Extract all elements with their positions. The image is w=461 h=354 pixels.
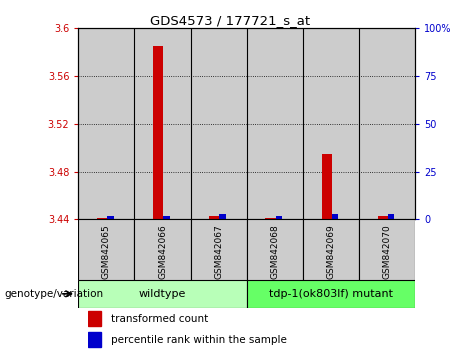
Bar bbox=[303, 28, 359, 219]
FancyBboxPatch shape bbox=[247, 219, 303, 280]
Bar bbox=[247, 28, 303, 219]
Bar bbox=[78, 28, 135, 219]
Bar bbox=[266, 218, 276, 219]
Bar bbox=[135, 28, 190, 219]
Bar bbox=[163, 216, 170, 219]
Bar bbox=[276, 216, 282, 219]
FancyBboxPatch shape bbox=[359, 219, 415, 280]
FancyBboxPatch shape bbox=[247, 280, 415, 308]
Bar bbox=[107, 216, 114, 219]
Text: GSM842066: GSM842066 bbox=[158, 224, 167, 279]
Text: percentile rank within the sample: percentile rank within the sample bbox=[111, 335, 286, 345]
Text: tdp-1(ok803lf) mutant: tdp-1(ok803lf) mutant bbox=[269, 289, 393, 299]
Bar bbox=[378, 216, 388, 219]
Text: GSM842067: GSM842067 bbox=[214, 224, 223, 279]
Text: GSM842069: GSM842069 bbox=[326, 224, 335, 279]
FancyBboxPatch shape bbox=[78, 280, 247, 308]
Text: transformed count: transformed count bbox=[111, 314, 208, 324]
Bar bbox=[388, 214, 395, 219]
FancyBboxPatch shape bbox=[78, 219, 135, 280]
Text: GSM842065: GSM842065 bbox=[102, 224, 111, 279]
Bar bbox=[209, 216, 219, 219]
Bar bbox=[321, 154, 331, 219]
Text: GSM842070: GSM842070 bbox=[382, 224, 391, 279]
Bar bbox=[190, 28, 247, 219]
Bar bbox=[153, 46, 163, 219]
Bar bbox=[359, 28, 415, 219]
FancyBboxPatch shape bbox=[303, 219, 359, 280]
Bar bbox=[331, 214, 338, 219]
Text: GSM842068: GSM842068 bbox=[270, 224, 279, 279]
Text: GDS4573 / 177721_s_at: GDS4573 / 177721_s_at bbox=[150, 14, 311, 27]
Text: genotype/variation: genotype/variation bbox=[5, 289, 104, 299]
Bar bbox=[219, 214, 226, 219]
FancyBboxPatch shape bbox=[190, 219, 247, 280]
Bar bbox=[97, 218, 107, 219]
Bar bbox=[88, 311, 101, 326]
Bar bbox=[88, 332, 101, 347]
FancyBboxPatch shape bbox=[135, 219, 190, 280]
Text: wildtype: wildtype bbox=[139, 289, 186, 299]
